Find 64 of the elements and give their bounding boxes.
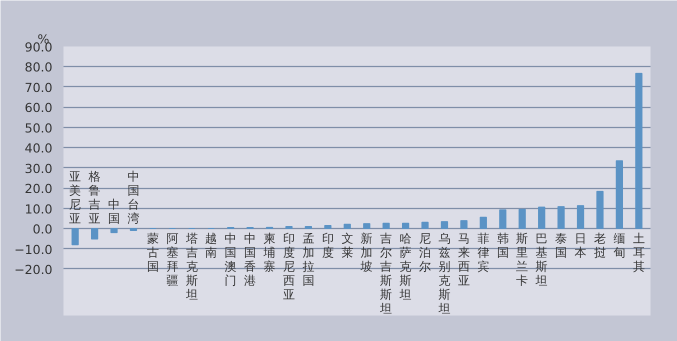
x-tick-label: 印度 (322, 232, 334, 260)
x-tick-label: 塔吉克斯坦 (184, 232, 198, 302)
x-tick-label: 菲律宾 (477, 232, 490, 274)
y-tick-label: 10.0 (24, 201, 53, 216)
bar (110, 228, 118, 234)
bar (518, 208, 526, 230)
y-tick-label: 40.0 (24, 140, 53, 156)
x-tick-label: 新加坡 (360, 232, 373, 274)
bar (363, 223, 370, 230)
x-tick-label: 文莱 (341, 232, 354, 260)
x-tick-label: 泰国 (555, 232, 568, 260)
bar (538, 206, 546, 230)
x-tick-label: 中国 (108, 198, 120, 226)
bar (130, 228, 138, 232)
bar (324, 224, 332, 230)
x-tick-label: 越南 (205, 232, 218, 260)
x-tick-label: 阿塞拜疆 (166, 232, 178, 288)
y-tick-label: 70.0 (24, 80, 53, 95)
bar (499, 209, 506, 230)
bar (480, 216, 487, 230)
bar (616, 160, 624, 230)
x-tick-label: 吉尔吉斯斯坦 (379, 232, 392, 316)
bar (402, 222, 410, 230)
y-tick-label: 60.0 (24, 100, 53, 116)
x-tick-label: 乌兹别克斯坦 (437, 232, 450, 316)
bar (440, 221, 448, 230)
x-tick-label: 哈萨克斯坦 (398, 232, 412, 302)
x-tick-label: 日本 (574, 232, 587, 260)
bar (576, 205, 584, 230)
bar (635, 72, 642, 230)
y-tick-label: −20.0 (14, 262, 53, 277)
x-tick-label: 孟加拉国 (302, 232, 314, 288)
x-tick-label: 中国香港 (244, 232, 256, 288)
y-tick-label: 80.0 (24, 60, 53, 75)
y-tick-label: −10.0 (14, 242, 53, 257)
x-tick-label: 巴基斯坦 (534, 232, 548, 288)
x-tick-label: 韩国 (496, 232, 509, 260)
bar (304, 226, 312, 230)
x-tick-label: 中国澳门 (224, 232, 237, 288)
bar (285, 226, 293, 230)
y-tick-label: 50.0 (24, 120, 53, 136)
x-tick-label: 格鲁吉亚 (88, 170, 101, 226)
x-tick-label: 中国台湾 (127, 170, 140, 226)
x-tick-label: 马来西亚 (458, 232, 470, 288)
bar (90, 228, 98, 240)
x-tick-label: 蒙古国 (146, 232, 159, 274)
x-tick-label: 老挝 (594, 232, 606, 260)
y-tick-label: 0.0 (32, 222, 53, 237)
x-tick-label: 斯里兰卡 (516, 232, 528, 288)
x-tick-label: 印度尼西亚 (282, 232, 295, 302)
bar (72, 228, 79, 246)
y-tick-label: 20.0 (24, 181, 53, 196)
bar (421, 222, 429, 230)
x-tick-label: 土耳其 (632, 232, 645, 274)
x-tick-label: 尼泊尔 (419, 232, 432, 274)
x-tick-label: 柬埔寨 (262, 232, 276, 274)
x-tick-label: 缅甸 (613, 232, 626, 260)
x-tick-label: 亚美尼亚 (69, 170, 82, 226)
bar (557, 206, 565, 230)
bar (596, 190, 604, 230)
bar (460, 220, 468, 230)
bar (382, 222, 390, 230)
bar (344, 224, 351, 230)
y-tick-label: 30.0 (24, 160, 53, 176)
